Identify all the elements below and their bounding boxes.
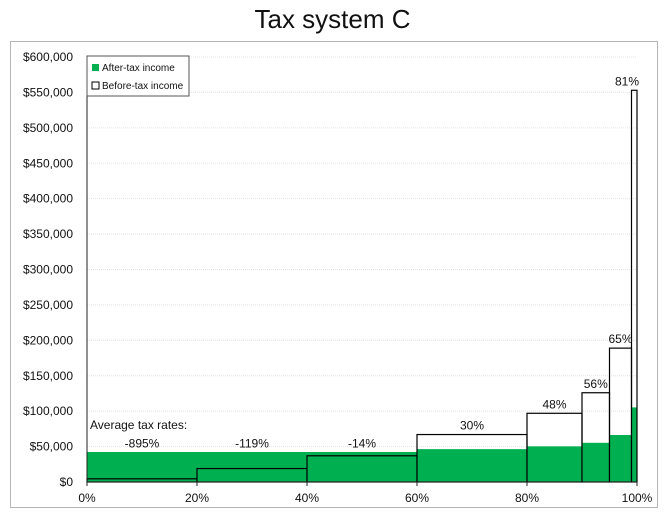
- after-tax-bar: [526, 446, 583, 483]
- chart-title: Tax system C: [254, 4, 411, 34]
- after-tax-bar: [416, 449, 528, 483]
- gridlines: [87, 56, 637, 448]
- rate-label: 56%: [584, 377, 608, 391]
- after-tax-bar: [581, 442, 610, 483]
- y-tick-label: $150,000: [23, 369, 73, 383]
- rate-labels: -895% -119% -14% 30% 48% 56% 65% 81%: [125, 74, 640, 450]
- after-tax-bar: [306, 452, 418, 483]
- rate-label: 65%: [608, 332, 632, 346]
- rate-label: -119%: [235, 436, 269, 450]
- y-tick-label: $200,000: [23, 333, 73, 347]
- annotation-average-tax-rates: Average tax rates:: [90, 418, 187, 432]
- y-tick-label: $0: [60, 475, 74, 489]
- bars: [86, 89, 638, 483]
- rate-label: 81%: [615, 74, 639, 88]
- x-axis: 0% 20% 40% 60% 80% 100%: [78, 57, 653, 505]
- plot-frame: [10, 41, 658, 508]
- x-tick-label: 40%: [295, 491, 319, 505]
- y-tick-label: $500,000: [23, 121, 73, 135]
- after-tax-bar: [631, 407, 638, 483]
- x-tick-label: 100%: [622, 491, 653, 505]
- rate-label: -14%: [348, 436, 376, 450]
- legend-swatch-before-tax: [91, 81, 100, 90]
- legend-label-before-tax: Before-tax income: [102, 81, 184, 92]
- after-tax-bar: [609, 435, 632, 483]
- x-tick-label: 0%: [78, 491, 96, 505]
- legend-label-after-tax: After-tax income: [102, 63, 175, 74]
- y-tick-label: $100,000: [23, 404, 73, 418]
- rate-label: -895%: [125, 436, 160, 450]
- y-tick-label: $400,000: [23, 192, 73, 206]
- y-tick-label: $50,000: [30, 440, 74, 454]
- y-axis: $0 $50,000 $100,000 $150,000 $200,000 $250,00…: [23, 50, 73, 489]
- legend-swatch-after-tax: [92, 64, 99, 71]
- x-tick-label: 20%: [185, 491, 209, 505]
- y-tick-label: $450,000: [23, 156, 73, 170]
- after-tax-bar: [86, 452, 198, 483]
- rate-label: 30%: [460, 419, 484, 433]
- y-tick-label: $600,000: [23, 50, 73, 64]
- rate-label: 48%: [542, 397, 566, 411]
- legend: After-tax income Before-tax income: [86, 55, 190, 97]
- y-tick-label: $350,000: [23, 227, 73, 241]
- x-tick-label: 60%: [405, 491, 429, 505]
- y-tick-label: $550,000: [23, 85, 73, 99]
- legend-box: [86, 55, 190, 97]
- y-tick-label: $300,000: [23, 263, 73, 277]
- y-tick-label: $250,000: [23, 298, 73, 312]
- after-tax-bar: [196, 452, 308, 483]
- x-tick-label: 80%: [515, 491, 539, 505]
